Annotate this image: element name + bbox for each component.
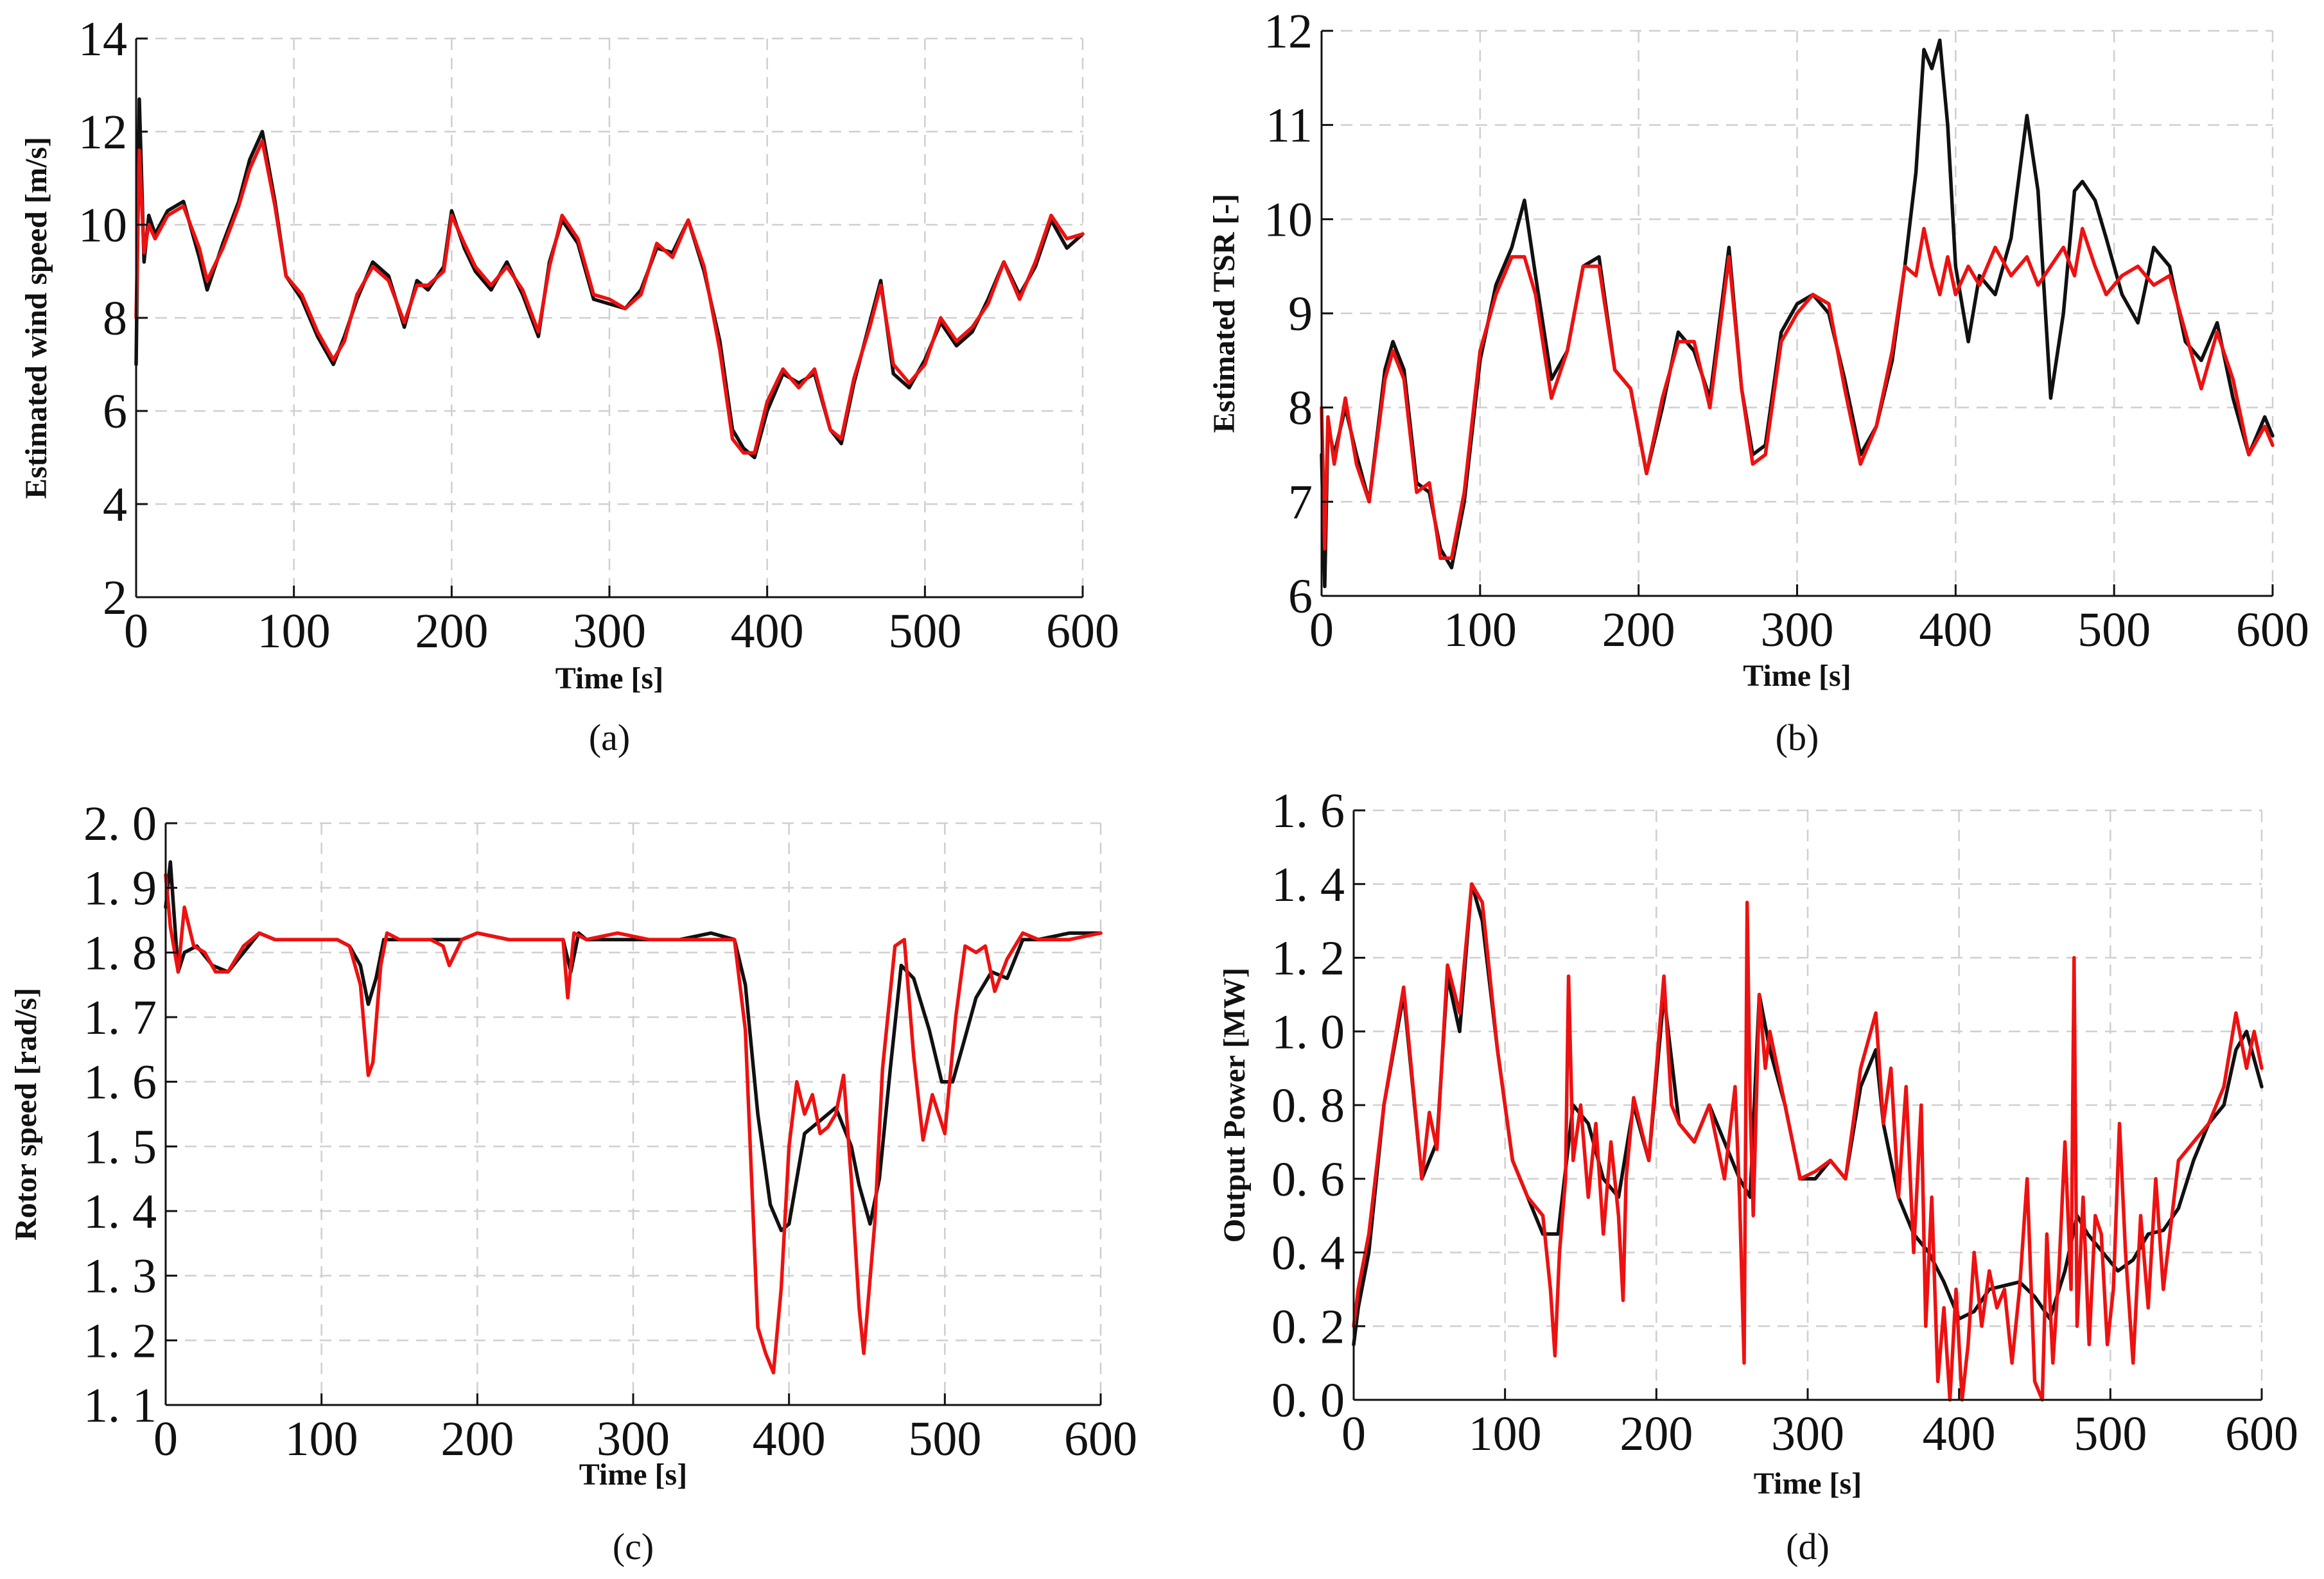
y-tick-label: 8 [1288,381,1313,435]
series-line-red [1352,882,2264,1402]
y-axis-title: Estimated wind speed [m/s] [19,137,53,499]
y-tick-label: 0. 0 [1271,1374,1345,1427]
y-tick-label: 2 [103,571,127,625]
y-tick-label: 11 [1266,99,1313,153]
y-tick-label: 1. 3 [83,1250,157,1304]
y-axis-title: Rotor speed [rad/s] [9,988,43,1241]
y-tick-label: 2. 0 [83,797,157,851]
y-tick-label: 12 [1264,4,1313,58]
x-tick-label: 500 [2074,1407,2147,1461]
x-tick-label: 100 [258,604,331,658]
x-tick-label: 500 [908,1412,981,1466]
y-tick-label: 10 [1264,193,1313,247]
x-tick-label: 100 [1444,603,1517,657]
series-line-red [134,139,1085,455]
y-tick-label: 6 [103,385,127,439]
y-tick-label: 1. 2 [83,1314,157,1368]
x-axis-title: Time [s] [555,661,663,695]
chart-panel-c: 0 100 200 300 400 500 600 1. 1 1. 2 1. 3 1. 4 1. 5 1… [9,797,1137,1567]
x-tick-label: 100 [1469,1407,1542,1461]
panel-label: (a) [589,717,630,758]
x-tick-label: 600 [1064,1412,1137,1466]
x-tick-label: 0 [153,1412,178,1466]
y-tick-label: 0. 6 [1271,1153,1345,1207]
y-tick-label: 1. 5 [83,1120,157,1174]
x-tick-label: 400 [753,1412,826,1466]
chart-panel-d: 0 100 200 300 400 500 600 0. 0 0. 2 0. 4 0. 6 0. 8 1… [1218,784,2298,1567]
y-tick-label: 12 [78,105,127,159]
y-tick-label: 1. 0 [1271,1005,1345,1059]
x-tick-label: 100 [285,1412,358,1466]
y-tick-label: 0. 2 [1271,1300,1345,1354]
panel-label: (c) [613,1526,654,1567]
panel-label: (b) [1776,717,1819,758]
y-tick-label: 1. 6 [1271,784,1345,838]
chart-panel-a: 0 100 200 300 400 500 600 2 4 6 8 10 12 14 Time [s] E… [19,12,1119,758]
series-line-red [1320,227,2275,561]
x-tick-label: 300 [597,1412,670,1466]
y-tick-label: 1. 2 [1271,932,1345,986]
x-tick-label: 600 [1046,604,1119,658]
y-tick-label: 14 [78,12,127,66]
x-tick-label: 200 [441,1412,514,1466]
x-tick-label: 0 [124,604,148,658]
x-tick-label: 400 [731,604,804,658]
y-tick-label: 7 [1288,475,1313,529]
y-tick-label: 10 [78,198,127,252]
x-tick-label: 200 [1620,1407,1693,1461]
series-line-black [134,97,1085,460]
y-axis-title: Estimated TSR [-] [1207,194,1241,433]
x-tick-label: 200 [415,604,488,658]
x-tick-label: 600 [2225,1407,2298,1461]
x-tick-label: 600 [2236,603,2309,657]
x-axis-title: Time [s] [1743,659,1851,693]
chart-panel-b: 0 100 200 300 400 500 600 6 7 8 9 10 11 12 Time [s] E… [1207,4,2309,758]
x-tick-label: 0 [1341,1407,1366,1461]
y-tick-label: 1. 9 [83,862,157,916]
x-tick-label: 300 [573,604,646,658]
y-axis-title: Output Power [MW] [1218,968,1252,1243]
x-tick-label: 300 [1771,1407,1844,1461]
x-tick-label: 500 [2077,603,2151,657]
y-tick-label: 1. 4 [83,1185,157,1239]
y-tick-label: 9 [1288,287,1313,341]
y-tick-label: 0. 8 [1271,1079,1345,1133]
y-tick-label: 1. 4 [1271,858,1345,912]
x-tick-label: 300 [1761,603,1834,657]
x-axis-title: Time [s] [579,1458,687,1492]
x-tick-label: 200 [1602,603,1675,657]
y-tick-label: 8 [103,292,127,345]
x-tick-label: 400 [1923,1407,1996,1461]
series-line-red [164,873,1103,1375]
x-axis-title: Time [s] [1754,1467,1862,1501]
y-tick-label: 1. 1 [83,1379,157,1433]
x-tick-label: 500 [888,604,961,658]
y-tick-label: 1. 6 [83,1056,157,1110]
y-tick-label: 6 [1288,570,1313,624]
y-tick-label: 1. 7 [83,991,157,1045]
x-tick-label: 0 [1309,603,1334,657]
y-tick-label: 0. 4 [1271,1226,1345,1280]
x-tick-label: 400 [1919,603,1992,657]
y-tick-label: 1. 8 [83,926,157,980]
y-tick-label: 4 [103,478,127,532]
panel-label: (d) [1786,1526,1830,1567]
